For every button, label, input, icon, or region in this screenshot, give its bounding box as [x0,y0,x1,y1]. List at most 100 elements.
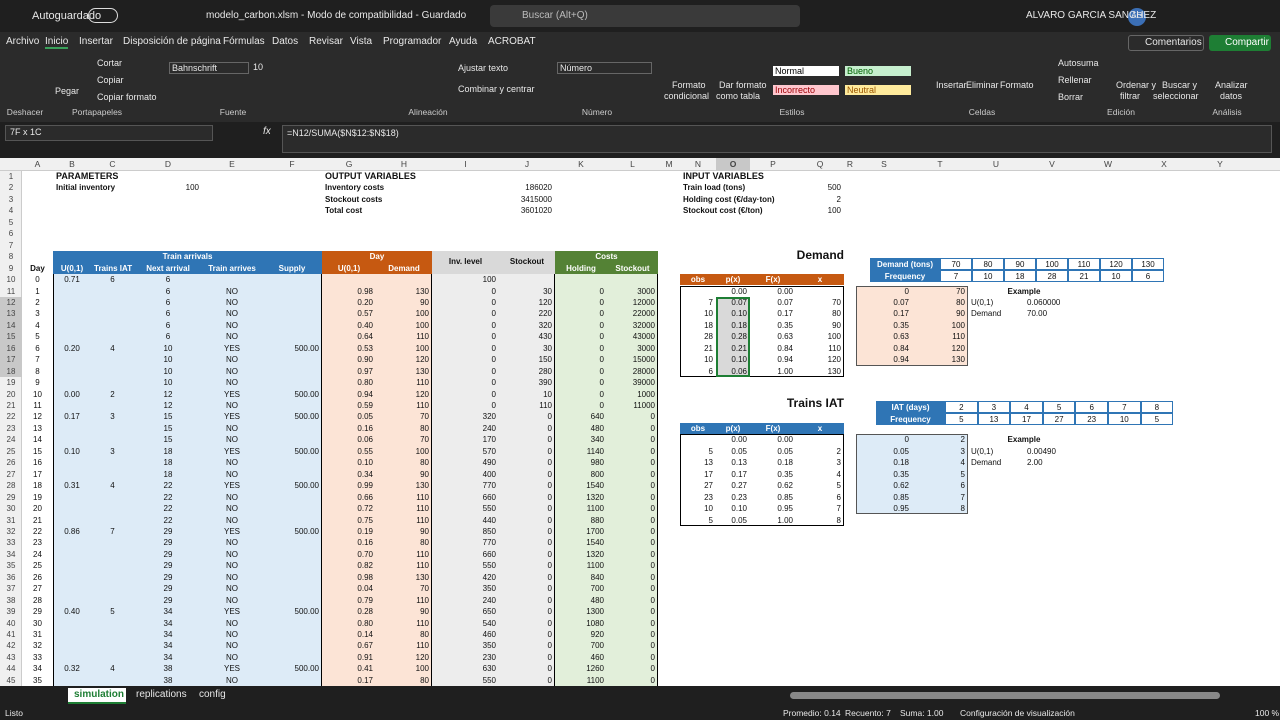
comments-button[interactable] [1128,35,1204,51]
cell: 70 [420,435,429,445]
row-header: 38 [6,595,16,605]
cell: 850 [482,526,496,536]
row-header: 22 [6,412,16,422]
ribbon-command[interactable]: Número [557,62,652,74]
cell: 70 [420,412,429,422]
menu-tab[interactable]: Disposición de página [123,36,221,47]
ribbon-command[interactable]: Incorrecto [773,85,839,95]
cell: 0.20 [357,297,373,307]
menu-tab[interactable]: Vista [350,36,373,47]
cell: 17 [33,469,42,479]
cell: NO [226,378,238,388]
cell: 15 [163,412,173,422]
cell: 10 [704,355,713,365]
cell: 22 [163,492,173,502]
cell: 0 [650,595,655,605]
selection-border [716,296,750,378]
share-label[interactable]: Compartir [1225,37,1269,48]
formula-input[interactable] [282,125,1272,153]
avatar[interactable] [1128,8,1146,26]
cell: 10 [543,389,552,399]
cell: NO [226,618,238,628]
ribbon-command[interactable]: Formato [672,80,706,90]
ribbon-command[interactable]: Ajustar texto [458,63,509,73]
cell: Stockout cost (€/ton) [683,206,763,216]
ribbon-command[interactable]: Borrar [1058,92,1084,102]
ribbon-command[interactable]: Pegar [55,86,80,96]
comments-label[interactable]: Comentarios [1145,37,1202,48]
cell: 0.05 [357,412,373,422]
freq-cell: 10 [972,270,1004,282]
ribbon-command[interactable]: Analizar [1215,80,1248,90]
cell: 3 [836,458,841,468]
cell: 0 [547,492,552,502]
cell: Demand [971,458,1002,468]
cell: 90 [832,320,841,330]
ribbon-command[interactable]: Rellenar [1058,75,1092,85]
cell: 1540 [586,481,604,491]
ribbon-command[interactable]: Neutral [845,85,911,95]
cell: 0 [650,618,655,628]
cell: 0.57 [357,309,373,319]
menu-tab[interactable]: Inicio [45,36,69,49]
ribbon-command[interactable]: Bahnschrift [169,62,249,74]
sheet-tab[interactable]: simulation [74,689,125,700]
ribbon-command[interactable]: condicional [664,91,710,101]
cell: 1320 [586,492,604,502]
ribbon-command[interactable]: Normal [773,66,839,76]
ribbon-command[interactable]: 10 [253,62,264,72]
ribbon-command[interactable]: Eliminar [966,80,999,90]
cell: 4 [110,481,115,491]
cell: 0.060000 [1027,297,1061,307]
freq-cell: 10 [1100,270,1132,282]
ribbon-command[interactable]: Autosuma [1058,58,1099,68]
autosave-label: Autoguardado [32,10,102,22]
menu-tab[interactable]: Programador [383,36,442,47]
ribbon-command[interactable]: Buscar y [1162,80,1198,90]
ribbon-command[interactable]: Bueno [845,66,911,76]
ribbon-command[interactable]: Combinar y centrar [458,84,535,94]
ribbon-command[interactable]: Copiar formato [97,92,157,102]
cell: 3601020 [520,206,552,216]
ribbon-command[interactable]: como tabla [716,91,761,101]
ribbon-command[interactable]: seleccionar [1153,91,1199,101]
cell: 6 [165,275,171,285]
menu-tab[interactable]: Archivo [6,36,40,47]
menu-tab[interactable]: ACROBAT [488,36,536,47]
cell: 110 [416,401,429,410]
row-header: 4 [8,206,14,216]
cell: 4 [960,458,965,468]
menu-tab[interactable]: Revisar [309,36,343,47]
column-header: N [694,159,702,169]
freq-cell: 7 [940,270,972,282]
cell: 1320 [586,549,604,559]
menu-tab[interactable]: Insertar [79,36,113,47]
ribbon-command[interactable]: Insertar [936,80,967,90]
name-box[interactable] [5,125,213,141]
menu-tab[interactable]: Datos [272,36,299,47]
cell: 0 [599,332,604,342]
cell: 0.84 [893,343,909,353]
cell: 700 [590,641,604,651]
row-header: 39 [6,607,16,617]
menu-tab[interactable]: Ayuda [449,36,478,47]
menu-tab[interactable]: Fórmulas [223,36,265,47]
ribbon-command[interactable]: Copiar [97,75,124,85]
ribbon-command[interactable]: Cortar [97,58,123,68]
search-box[interactable] [490,5,800,27]
share-button[interactable] [1209,35,1271,51]
cell: 11000 [633,401,655,410]
cell: F(x) [765,423,781,433]
cell: 660 [482,492,496,502]
column-header: V [1049,159,1055,169]
autosave-toggle[interactable] [88,8,118,23]
ribbon-command[interactable]: Dar formato [719,80,767,90]
ribbon-command[interactable]: Formato [1000,80,1034,90]
active-tab[interactable] [68,688,126,704]
ribbon-command[interactable]: Ordenar y [1116,80,1157,90]
sheet-tab[interactable]: config [199,689,226,700]
cell: 6 [165,320,171,330]
sheet-tab[interactable]: replications [136,689,187,700]
ribbon-command[interactable]: filtrar [1120,91,1140,101]
ribbon-command[interactable]: datos [1220,91,1243,101]
